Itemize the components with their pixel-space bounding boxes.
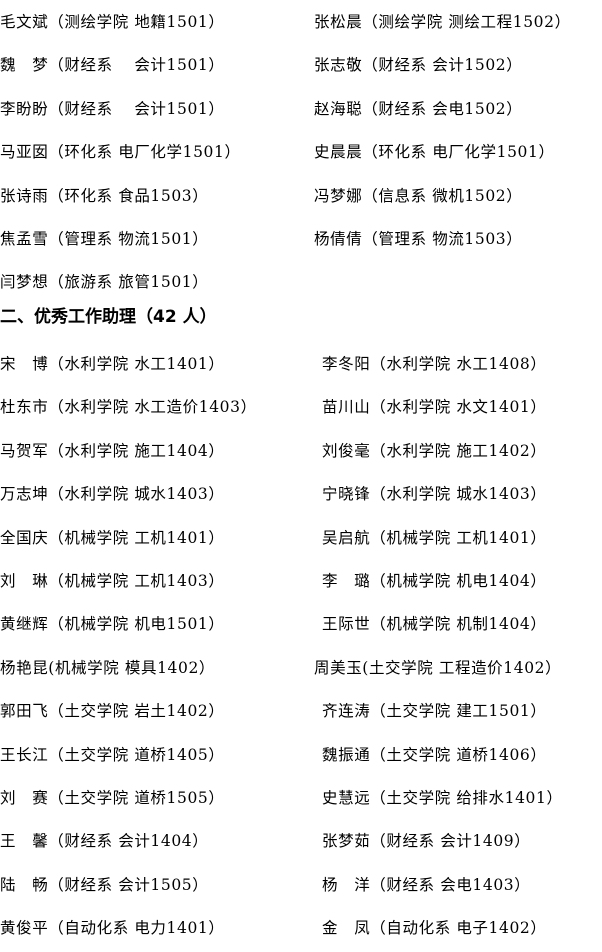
- list-item-left: 郭田飞（土交学院 岩土1402）: [0, 702, 225, 721]
- list-item-right: 赵海聪（财经系 会电1502）: [314, 99, 523, 118]
- list-item-left: 黄俊平（自动化系 电力1401）: [0, 919, 225, 938]
- list-item-left: 刘 赛（土交学院 道桥1505）: [0, 789, 225, 807]
- list-item-left: 王 馨（财经系 会计1404）: [0, 832, 209, 851]
- list-item-right: 吴启航（机械学院 工机1401）: [322, 528, 547, 547]
- list-item-left: 闫梦想（旅游系 旅管1501）: [0, 273, 209, 292]
- list-item-right: 史慧远（土交学院 给排水1401）: [322, 789, 563, 807]
- list-item-right: 齐连涛（土交学院 建工1501）: [322, 702, 547, 721]
- list-item-right: 魏振通（土交学院 道桥1406）: [322, 745, 547, 764]
- list-item-right: 金 凤（自动化系 电子1402）: [322, 919, 547, 938]
- list-item-right: 杨 洋（财经系 会电1403）: [322, 875, 531, 894]
- list-item-right: 李 璐（机械学院 机电1404）: [322, 572, 547, 590]
- list-item-left: 张诗雨（环化系 食品1503）: [0, 186, 209, 205]
- list-item-left: 万志坤（水利学院 城水1403）: [0, 485, 225, 504]
- list-item-left: 李盼盼（财经系 会计1501）: [0, 99, 225, 118]
- list-item-left: 毛文斌（测绘学院 地籍1501）: [0, 13, 225, 31]
- list-item-right: 张梦茹（财经系 会计1409）: [322, 832, 531, 851]
- list-item-right: 周美玉(土交学院 工程造价1402）: [314, 658, 562, 677]
- list-item-right: 宁晓锋（水利学院 城水1403）: [322, 485, 547, 504]
- list-item-left: 杜东市（水利学院 水工造价1403）: [0, 398, 257, 417]
- list-item-left: 马贺军（水利学院 施工1404）: [0, 441, 225, 460]
- list-item-right: 张志敬（财经系 会计1502）: [314, 56, 523, 75]
- list-item-left: 马亚囡（环化系 电厂化学1501）: [0, 143, 241, 162]
- list-item-left: 刘 琳（机械学院 工机1403）: [0, 572, 225, 590]
- list-item-right: 杨倩倩（管理系 物流1503）: [314, 230, 523, 248]
- list-item-right: 刘俊毫（水利学院 施工1402）: [322, 441, 547, 460]
- list-item-left: 魏 梦（财经系 会计1501）: [0, 56, 225, 75]
- list-item-right: 王际世（机械学院 机制1404）: [322, 615, 547, 634]
- list-item-left: 宋 博（水利学院 水工1401）: [0, 355, 225, 373]
- list-item-left: 黄继辉（机械学院 机电1501）: [0, 615, 225, 634]
- list-item-left: 陆 畅（财经系 会计1505）: [0, 875, 209, 894]
- list-item-right: 李冬阳（水利学院 水工1408）: [322, 355, 547, 373]
- list-item-left: 杨艳昆(机械学院 模具1402）: [0, 658, 216, 677]
- list-item-right: 冯梦娜（信息系 微机1502）: [314, 186, 523, 205]
- list-item-left: 焦孟雪（管理系 物流1501）: [0, 230, 209, 248]
- list-item-left: 王长江（土交学院 道桥1405）: [0, 745, 225, 764]
- list-item-left: 全国庆（机械学院 工机1401）: [0, 528, 225, 547]
- list-item-right: 张松晨（测绘学院 测绘工程1502）: [314, 13, 571, 31]
- section-heading: 二、优秀工作助理（42 人）: [0, 307, 217, 327]
- list-item-right: 苗川山（水利学院 水文1401）: [322, 398, 547, 417]
- list-item-right: 史晨晨（环化系 电厂化学1501）: [314, 143, 555, 162]
